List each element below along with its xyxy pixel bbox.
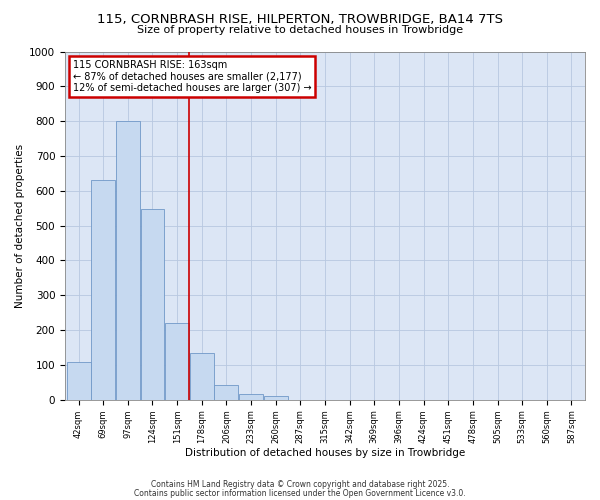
Bar: [190, 352, 214, 400]
X-axis label: Distribution of detached houses by size in Trowbridge: Distribution of detached houses by size …: [185, 448, 465, 458]
Text: 115, CORNBRASH RISE, HILPERTON, TROWBRIDGE, BA14 7TS: 115, CORNBRASH RISE, HILPERTON, TROWBRID…: [97, 12, 503, 26]
Text: Contains public sector information licensed under the Open Government Licence v3: Contains public sector information licen…: [134, 488, 466, 498]
Text: Size of property relative to detached houses in Trowbridge: Size of property relative to detached ho…: [137, 25, 463, 35]
Bar: [264, 396, 287, 400]
Bar: [140, 210, 164, 400]
Text: 115 CORNBRASH RISE: 163sqm
← 87% of detached houses are smaller (2,177)
12% of s: 115 CORNBRASH RISE: 163sqm ← 87% of deta…: [73, 60, 311, 94]
Y-axis label: Number of detached properties: Number of detached properties: [15, 144, 25, 308]
Text: Contains HM Land Registry data © Crown copyright and database right 2025.: Contains HM Land Registry data © Crown c…: [151, 480, 449, 489]
Bar: [91, 180, 115, 400]
Bar: [239, 394, 263, 400]
Bar: [116, 121, 140, 400]
Bar: [165, 323, 189, 400]
Bar: [67, 362, 91, 400]
Bar: [214, 385, 238, 400]
